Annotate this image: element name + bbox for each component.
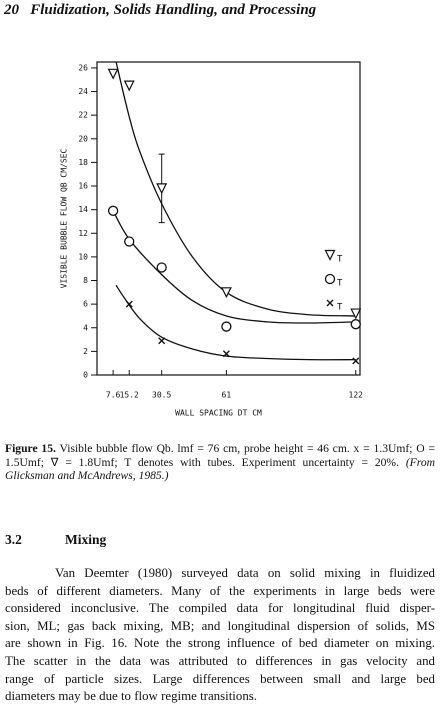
marker	[350, 319, 361, 330]
caption-source: (From Glicksman and McAndrews, 1985.)	[5, 455, 436, 483]
text-line: Van Deemter (1980) surveyed data on soli…	[55, 566, 435, 580]
caption-label: Figure 15.	[5, 442, 56, 455]
y-tick-label: 16	[78, 182, 88, 191]
marker	[350, 308, 362, 320]
legend-marker	[326, 299, 334, 307]
text-line: are shown in Fig. 16. Note the strong in…	[5, 636, 435, 651]
section-heading: 3.2 Mixing	[5, 532, 106, 548]
y-tick-label: 4	[83, 323, 88, 332]
page-number: 20	[4, 2, 19, 18]
fit-curve	[115, 62, 356, 317]
y-tick-label: 8	[83, 276, 88, 285]
y-axis-label: VISIBLE BUBBLE FLOW QB CM/SEC	[60, 148, 69, 288]
marker	[158, 337, 166, 345]
legend-marker	[324, 249, 336, 261]
y-tick-label: 14	[78, 205, 88, 214]
section-number: 3.2	[5, 532, 22, 547]
legend-marker	[324, 273, 336, 285]
y-tick-label: 26	[78, 63, 88, 72]
marker	[156, 262, 167, 273]
fit-curve	[112, 210, 356, 324]
x-axis-label: WALL SPACING DT CM	[175, 409, 262, 418]
section-title: Mixing	[65, 532, 107, 547]
x-tick-label: 30.5	[152, 391, 171, 400]
running-header: 20 Fluidization, Solids Handling, and Pr…	[4, 2, 316, 19]
legend-label: T	[337, 303, 343, 313]
marker	[124, 236, 135, 247]
legend-label: T	[337, 279, 343, 289]
y-tick-label: 24	[78, 87, 88, 96]
marker	[125, 300, 133, 308]
marker	[221, 321, 232, 332]
y-tick-label: 22	[78, 111, 88, 120]
legend-label: T	[337, 255, 343, 265]
text-line: range of particle sizes. Large differenc…	[5, 671, 435, 686]
text-line: diameters may be due to flow regime tran…	[5, 689, 258, 704]
caption-text: Visible bubble flow Qb. lmf = 76 cm, pro…	[5, 442, 435, 469]
x-tick-label: 7.6	[106, 391, 121, 400]
marker	[352, 357, 360, 365]
text-line: beds of different diameters. Many of the…	[5, 583, 435, 598]
x-tick-label: 61	[222, 391, 232, 400]
text-line: sion, ML; gas back mixing, MB; and longi…	[5, 618, 435, 633]
x-tick-label: 122	[349, 391, 364, 400]
y-tick-label: 20	[78, 134, 88, 143]
paragraph: Van Deemter (1980) surveyed data on soli…	[5, 565, 435, 706]
plot-frame	[96, 61, 361, 376]
marker	[222, 350, 230, 358]
marker	[123, 80, 135, 92]
y-tick-label: 12	[78, 229, 88, 238]
x-tick-label: 15.2	[120, 391, 139, 400]
marker	[156, 183, 168, 195]
y-tick-label: 18	[78, 158, 88, 167]
y-tick-label: 2	[83, 347, 88, 356]
text-line: considered inconclusive. The compiled da…	[5, 601, 435, 616]
marker	[107, 205, 119, 216]
marker	[220, 287, 232, 299]
y-tick-label: 10	[78, 252, 88, 261]
header-title: Fluidization, Solids Handling, and Proce…	[30, 2, 317, 18]
marker	[107, 68, 119, 80]
figure-caption: Figure 15. Visible bubble flow Qb. lmf =…	[5, 442, 435, 483]
text-line: The scatter in the data was attributed t…	[5, 653, 435, 668]
y-tick-label: 6	[83, 300, 88, 309]
y-tick-label: 0	[83, 371, 88, 380]
